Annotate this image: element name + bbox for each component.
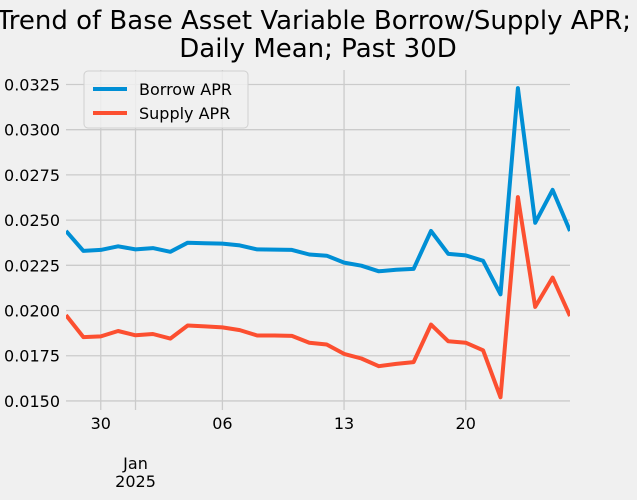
x-major-tick-label-month: Jan — [122, 454, 148, 473]
x-tick-label: 13 — [334, 414, 354, 433]
y-tick-label: 0.0250 — [4, 211, 60, 230]
legend-label: Supply APR — [139, 104, 230, 123]
chart-title-line-2: Daily Mean; Past 30D — [179, 34, 456, 64]
y-tick-label: 0.0150 — [4, 392, 60, 411]
y-tick-label: 0.0200 — [4, 302, 60, 321]
series-lines — [66, 86, 570, 400]
x-tick-label: 06 — [212, 414, 232, 433]
grid-lines — [66, 70, 570, 410]
legend-label: Borrow APR — [139, 80, 232, 99]
series-line-borrow-apr — [66, 86, 570, 297]
x-major-tick-label-year: 2025 — [115, 472, 156, 491]
y-tick-label: 0.0275 — [4, 166, 60, 185]
y-tick-label: 0.0325 — [4, 75, 60, 94]
x-tick-label: 20 — [456, 414, 476, 433]
series-line-supply-apr — [66, 195, 570, 400]
y-tick-label: 0.0175 — [4, 347, 60, 366]
y-axis-ticks: 0.0150 0.0175 0.0200 0.0225 0.0250 0.0275 0.03… — [4, 75, 60, 410]
legend: Borrow APR Supply APR — [83, 70, 249, 129]
chart-title-line-1: Trend of Base Asset Variable Borrow/Supp… — [0, 6, 631, 36]
x-tick-label: 30 — [91, 414, 111, 433]
y-tick-label: 0.0225 — [4, 256, 60, 275]
y-tick-label: 0.0300 — [4, 121, 60, 140]
chart-title: Trend of Base Asset Variable Borrow/Supp… — [0, 6, 637, 64]
